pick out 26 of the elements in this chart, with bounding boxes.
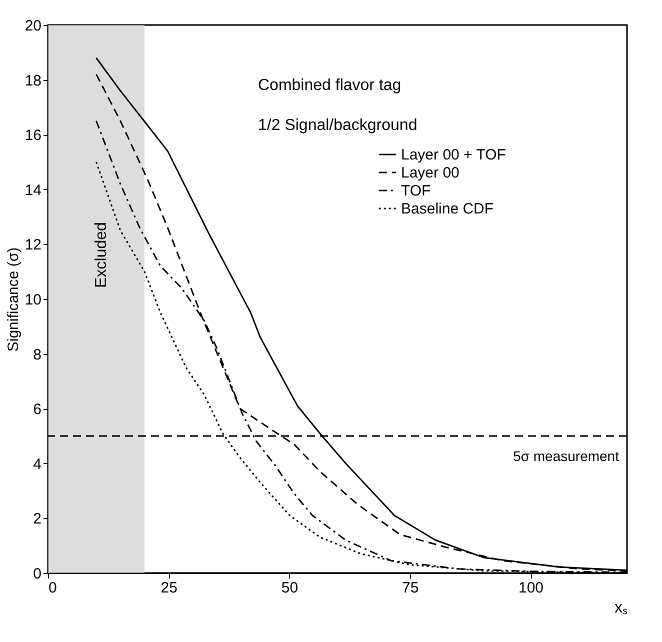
y-tick-label: 10 [24,292,42,308]
x-tick-label: 0 [48,580,57,596]
x-tick-label: 100 [518,580,544,596]
x-tick-label: 50 [281,580,298,596]
annotation: 1/2 Signal/background [258,117,418,134]
ref-line-label: 5σ measurement [513,448,620,464]
y-tick-label: 14 [24,182,42,199]
y-tick-label: 2 [33,510,42,528]
band-label: Excluded [93,222,110,288]
x-tick-label: 25 [160,580,178,596]
y-tick-label: 12 [24,236,42,254]
legend-label: TOF [401,182,431,200]
legend-label: Layer 00 + TOF [401,146,506,164]
x-tick-label: 75 [402,580,419,596]
y-tick-label: 6 [33,401,42,418]
y-tick-label: 4 [33,456,42,473]
y-tick-label: 18 [24,72,42,90]
legend-label: Baseline CDF [401,200,494,218]
annotation: Combined flavor tag [258,77,402,94]
y-tick-label: 8 [33,346,42,364]
x-axis-title: xₛ [614,600,628,616]
legend-label: Layer 00 [401,164,460,182]
y-tick-label: 16 [24,127,42,144]
y-axis-title: Significance (σ) [4,247,22,352]
y-tick-label: 0 [33,566,42,582]
y-tick-label: 20 [24,18,42,34]
